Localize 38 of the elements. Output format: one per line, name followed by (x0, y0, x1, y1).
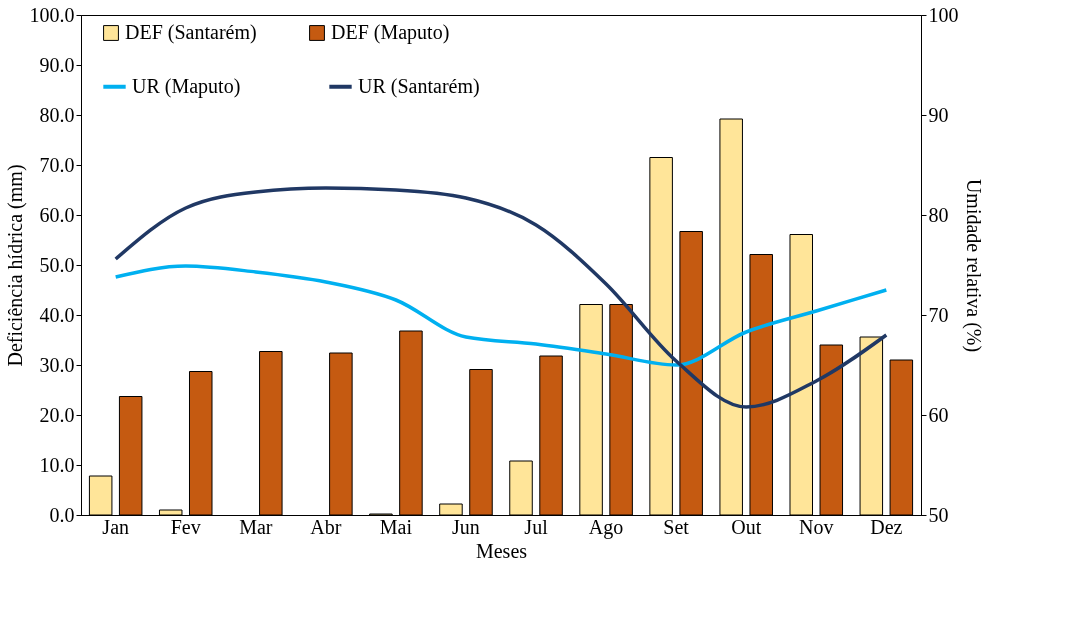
x-tick-label: Fev (170, 515, 201, 538)
x-tick-label: Mai (379, 515, 413, 538)
y-tick-label: 100.0 (29, 3, 75, 26)
y2-tick-label: 100 (928, 3, 959, 26)
y2-tick-label: 50 (928, 503, 949, 526)
x-tick-label: Dez (870, 515, 903, 538)
legend-label: UR (Maputo) (132, 74, 241, 98)
y-tick-label: 10.0 (39, 453, 75, 476)
y-tick-label: 30.0 (39, 353, 75, 376)
y-axis-title: Deficiência hídrica (mm) (3, 164, 27, 367)
y-tick-label: 70.0 (39, 153, 75, 176)
x-tick-label: Jan (102, 515, 130, 538)
y2-tick-label: 90 (928, 103, 949, 126)
y2-tick-label: 80 (928, 203, 949, 226)
x-tick-label: Jul (524, 515, 549, 538)
line-series (113, 264, 889, 367)
x-tick-label: Ago (588, 515, 624, 539)
x-tick-label: Out (731, 515, 762, 538)
y2-tick-label: 70 (928, 303, 949, 326)
legend-label: UR (Santarém) (358, 74, 480, 98)
x-tick-label: Mar (239, 515, 273, 538)
x-tick-label: Jun (452, 515, 480, 538)
y2-tick-label: 60 (928, 403, 949, 426)
x-tick-label: Nov (799, 515, 834, 538)
y-tick-label: 90.0 (39, 53, 75, 76)
y-tick-label: 20.0 (39, 403, 75, 426)
y-tick-label: 0.0 (49, 503, 75, 526)
y-tick-label: 60.0 (39, 203, 75, 226)
legend-label: DEF (Santarém) (125, 21, 257, 44)
legend-label: DEF (Maputo) (331, 21, 450, 44)
line-series (113, 186, 889, 409)
y-tick-label: 80.0 (39, 103, 75, 126)
x-tick-label: Abr (310, 515, 342, 538)
y-tick-label: 50.0 (39, 253, 75, 276)
y2-axis-title: Umidade relativa (%) (961, 178, 985, 353)
x-axis-title: Meses (475, 539, 528, 562)
y-tick-label: 40.0 (39, 303, 75, 326)
x-tick-label: Set (663, 515, 690, 538)
